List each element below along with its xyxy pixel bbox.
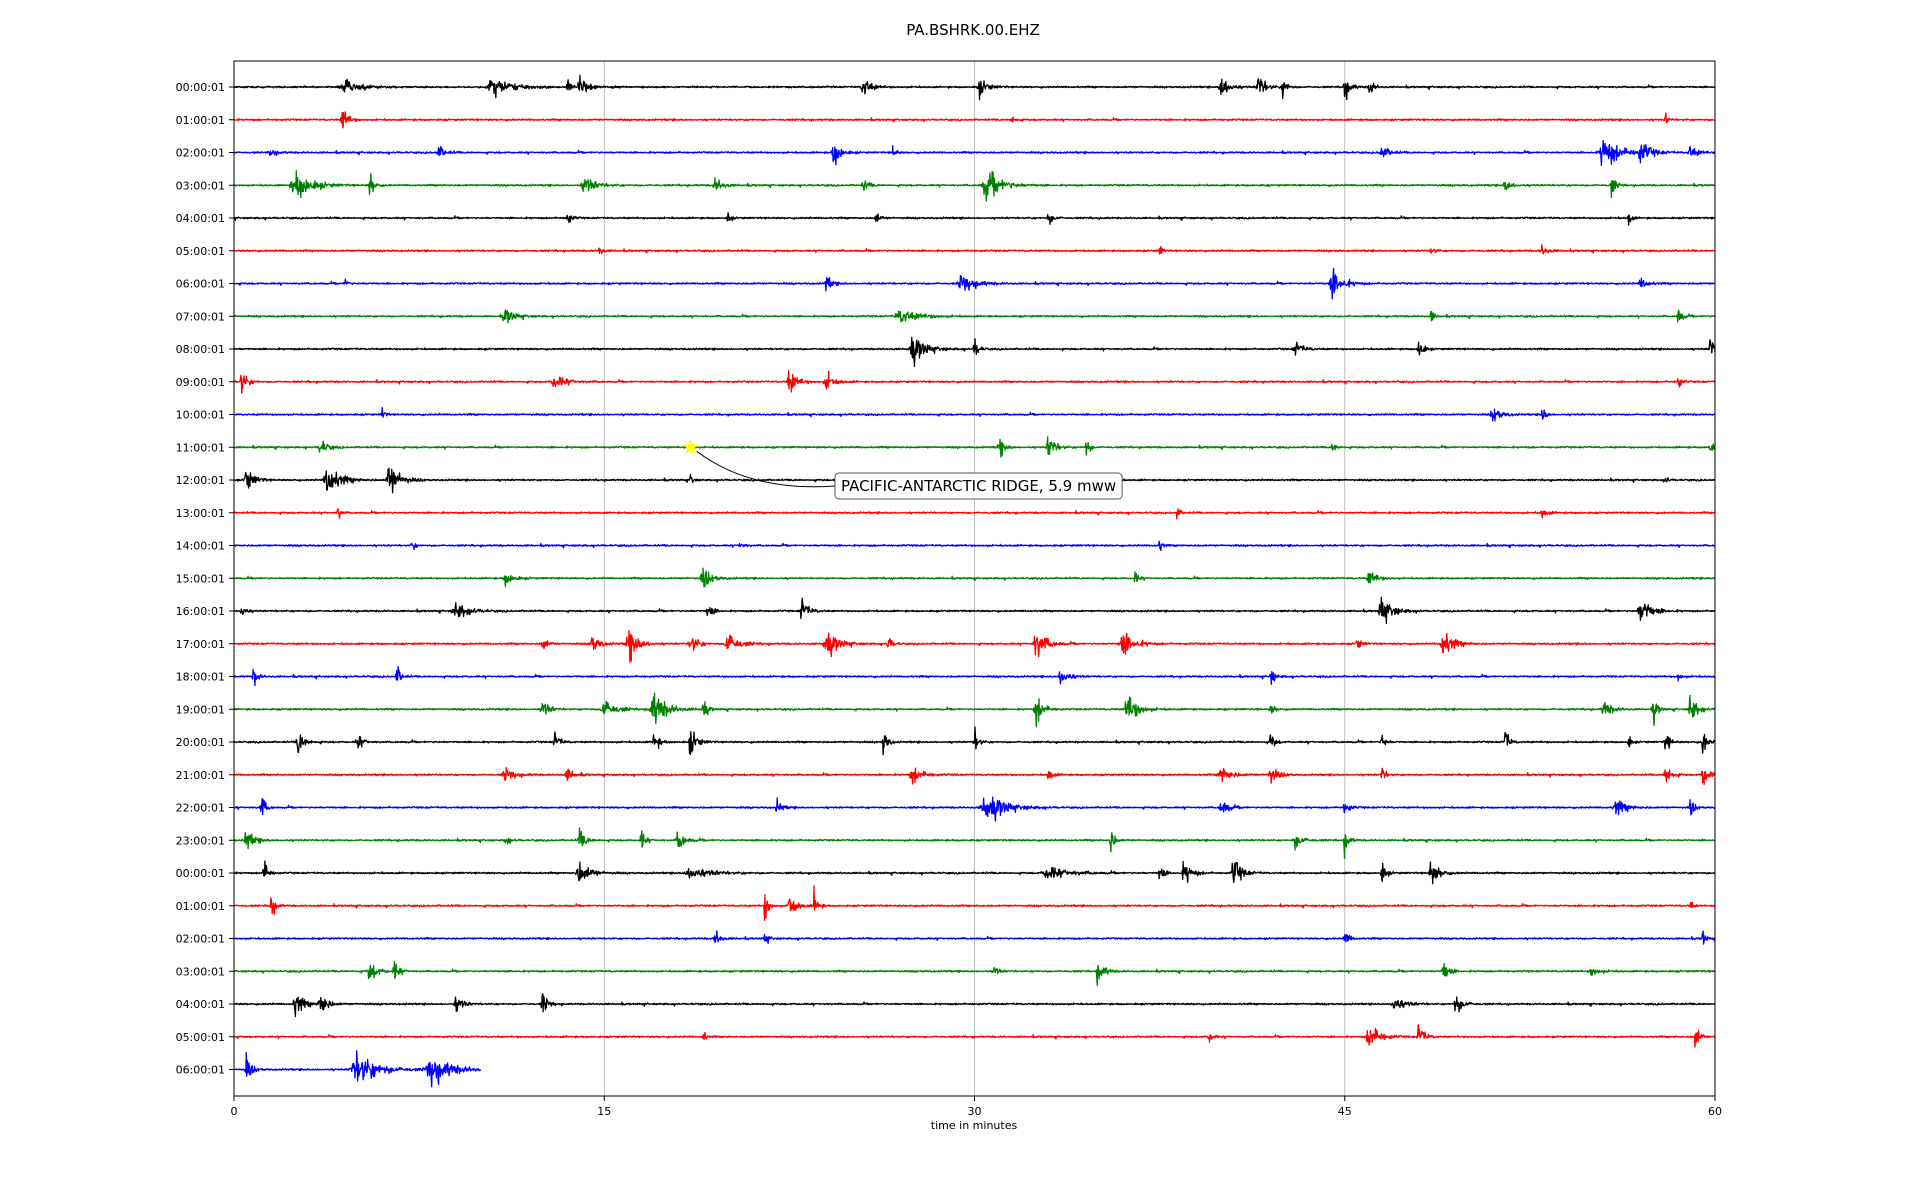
trace-line xyxy=(233,309,1716,324)
trace-line xyxy=(233,111,1716,129)
row-time-label: 08:00:01 xyxy=(176,343,225,356)
row-time-label: 09:00:01 xyxy=(176,376,225,389)
trace-line xyxy=(233,992,1716,1018)
trace-line xyxy=(233,726,1716,756)
row-time-label: 05:00:01 xyxy=(176,245,225,258)
trace-line xyxy=(233,1050,482,1088)
row-time-label: 14:00:01 xyxy=(176,540,225,553)
trace-line xyxy=(233,767,1716,786)
trace-line xyxy=(233,436,1716,458)
row-time-label: 21:00:01 xyxy=(176,769,225,782)
row-time-label: 16:00:01 xyxy=(176,605,225,618)
x-tick-label: 15 xyxy=(597,1105,611,1118)
x-tick-label: 30 xyxy=(968,1105,982,1118)
trace-line xyxy=(233,629,1716,663)
row-time-label: 03:00:01 xyxy=(176,179,225,192)
trace-line xyxy=(233,796,1716,822)
y-tick-labels: 00:00:01 01:00:01 02:00:01 03:00:01 04:00:01… xyxy=(176,81,234,1077)
row-time-label: 19:00:01 xyxy=(176,703,225,716)
row-time-label: 12:00:01 xyxy=(176,474,225,487)
row-time-label: 22:00:01 xyxy=(176,802,225,815)
trace-line xyxy=(233,860,1716,885)
trace-lines xyxy=(233,74,1716,1088)
trace-line xyxy=(233,406,1716,422)
x-axis-label: time in minutes xyxy=(931,1119,1018,1132)
x-tick-label: 0 xyxy=(231,1105,238,1118)
row-time-label: 18:00:01 xyxy=(176,671,225,684)
x-tick-label: 45 xyxy=(1338,1105,1352,1118)
row-time-label: 02:00:01 xyxy=(176,147,225,160)
row-time-label: 15:00:01 xyxy=(176,572,225,585)
trace-line xyxy=(233,961,1716,986)
row-time-label: 23:00:01 xyxy=(176,834,225,847)
trace-line xyxy=(233,212,1716,226)
row-time-label: 07:00:01 xyxy=(176,310,225,323)
trace-line xyxy=(233,170,1716,202)
trace-line xyxy=(233,885,1716,921)
trace-line xyxy=(233,74,1716,101)
row-time-label: 05:00:01 xyxy=(176,1031,225,1044)
row-time-label: 06:00:01 xyxy=(176,278,225,291)
row-time-label: 11:00:01 xyxy=(176,441,225,454)
trace-line xyxy=(233,567,1716,588)
trace-line xyxy=(233,540,1716,552)
row-time-label: 04:00:01 xyxy=(176,212,225,225)
chart-title: PA.BSHRK.00.EHZ xyxy=(906,21,1040,39)
trace-line xyxy=(233,508,1716,520)
trace-line xyxy=(233,666,1716,687)
row-time-label: 13:00:01 xyxy=(176,507,225,520)
trace-line xyxy=(233,336,1716,368)
event-star-marker xyxy=(682,438,699,455)
row-time-label: 06:00:01 xyxy=(176,1064,225,1077)
annotation-arrow xyxy=(696,450,836,488)
row-time-label: 00:00:01 xyxy=(176,867,225,880)
trace-line xyxy=(233,1024,1716,1048)
x-tick-label: 60 xyxy=(1708,1105,1722,1118)
annotation-box xyxy=(834,472,1123,500)
row-time-label: 00:00:01 xyxy=(176,81,225,94)
row-time-label: 10:00:01 xyxy=(176,409,225,422)
trace-line xyxy=(233,930,1716,945)
trace-line xyxy=(233,827,1716,860)
row-time-label: 20:00:01 xyxy=(176,736,225,749)
trace-line xyxy=(233,267,1716,300)
trace-line xyxy=(233,692,1716,728)
trace-line xyxy=(233,596,1716,625)
row-time-label: 03:00:01 xyxy=(176,965,225,978)
trace-line xyxy=(233,139,1716,167)
trace-line xyxy=(233,369,1716,394)
event-annotation: PACIFIC-ANTARCTIC RIDGE, 5.9 mww xyxy=(682,438,1123,500)
row-time-label: 17:00:01 xyxy=(176,638,225,651)
plot-frame xyxy=(233,60,1716,1097)
row-time-label: 01:00:01 xyxy=(176,114,225,127)
row-time-label: 04:00:01 xyxy=(176,998,225,1011)
trace-line xyxy=(233,244,1716,255)
row-time-label: 02:00:01 xyxy=(176,933,225,946)
annotation-label: PACIFIC-ANTARCTIC RIDGE, 5.9 mww xyxy=(841,477,1116,495)
x-tick-labels: 0 15 30 45 60 xyxy=(231,1096,1722,1118)
row-time-label: 01:00:01 xyxy=(176,900,225,913)
